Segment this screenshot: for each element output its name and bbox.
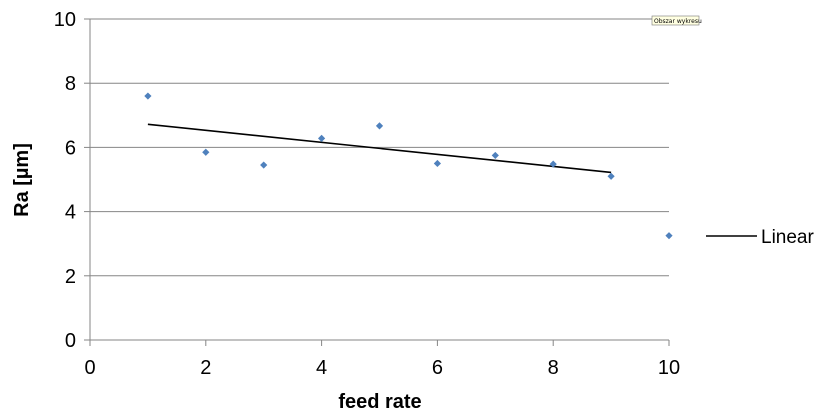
x-tick-label: 8 bbox=[548, 357, 559, 379]
x-tick-label: 6 bbox=[432, 357, 443, 379]
y-tick-label: 10 bbox=[54, 9, 76, 31]
tooltip-label: Obszar wykresu bbox=[654, 18, 702, 25]
x-tick-label: 2 bbox=[200, 357, 211, 379]
data-point bbox=[433, 159, 441, 168]
axes bbox=[84, 18, 670, 346]
x-tick-label: 10 bbox=[658, 357, 680, 379]
data-point bbox=[491, 151, 499, 160]
data-point bbox=[549, 160, 557, 168]
tooltip-box bbox=[651, 15, 700, 26]
trendline-linear bbox=[147, 123, 612, 174]
data-point bbox=[665, 232, 673, 240]
data-point bbox=[318, 134, 326, 143]
gridlines bbox=[90, 18, 669, 277]
y-tick-label: 4 bbox=[65, 202, 76, 224]
data-points bbox=[144, 92, 673, 240]
data-point bbox=[607, 172, 615, 180]
y-axis-title: Ra [µm] bbox=[11, 143, 33, 217]
data-point bbox=[375, 122, 384, 130]
x-tick-label: 0 bbox=[84, 357, 95, 379]
x-tick-label: 4 bbox=[316, 357, 327, 379]
data-point bbox=[260, 161, 268, 169]
x-tick-labels: 0 2 4 6 8 10 bbox=[84, 357, 680, 379]
legend: Linear bbox=[706, 227, 814, 248]
x-axis-title: feed rate bbox=[338, 391, 421, 413]
y-tick-label: 6 bbox=[65, 137, 76, 159]
y-tick-label: 2 bbox=[65, 266, 76, 288]
chart-area-tooltip: Obszar wykresu bbox=[651, 15, 702, 26]
y-tick-label: 8 bbox=[65, 73, 76, 95]
y-tick-labels: 0 2 4 6 8 10 bbox=[54, 9, 76, 352]
data-point bbox=[202, 148, 210, 156]
legend-label-linear: Linear bbox=[761, 227, 814, 248]
data-point bbox=[144, 92, 152, 100]
y-tick-label: 0 bbox=[65, 330, 76, 352]
trendline bbox=[147, 123, 612, 174]
